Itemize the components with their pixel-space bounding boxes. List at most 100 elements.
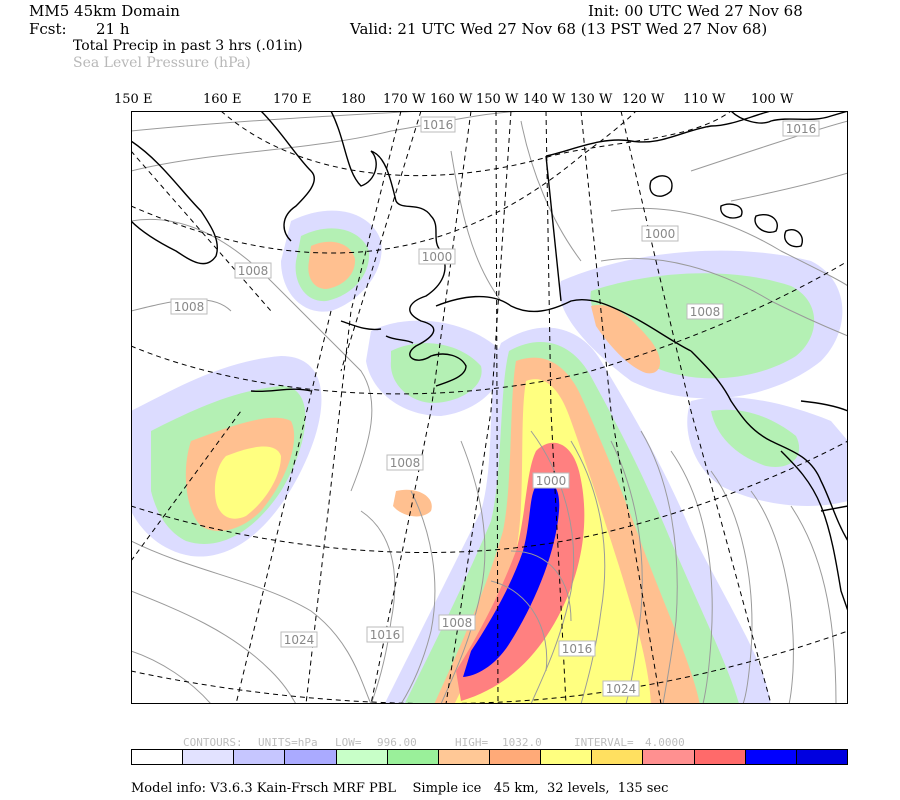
colorbar-swatch — [694, 750, 746, 764]
precip-coast-orange — [591, 305, 661, 374]
contour-high-label: HIGH= — [455, 736, 489, 749]
isobar-label-text: 1016 — [562, 642, 593, 656]
forecast-label: Fcst: — [29, 20, 67, 38]
isobar — [131, 590, 297, 704]
isobar-label-text: 1008 — [390, 456, 421, 470]
coastline-washington — [780, 450, 848, 612]
colorbar-swatch — [643, 750, 695, 764]
colorbar-swatch — [796, 750, 847, 764]
isobar — [570, 440, 606, 704]
graticule-parallel — [131, 440, 848, 553]
coastline-canada-arctic — [545, 111, 772, 157]
border-alaska-canada — [545, 155, 562, 302]
isobar — [131, 650, 212, 704]
coastline-island — [784, 229, 803, 248]
contour-low-value: 996.00 — [377, 736, 417, 749]
lon-label: 160 W — [430, 92, 473, 107]
precip-aleutian-orange — [308, 241, 356, 289]
contour-label: CONTOURS: — [183, 736, 243, 749]
isobar — [360, 510, 396, 704]
isobar-label-text: 1008 — [442, 616, 473, 630]
isobar — [440, 440, 486, 704]
isobar — [530, 430, 575, 704]
colorbar-swatch — [387, 750, 439, 764]
graticule-parallel — [131, 111, 637, 254]
lon-label: 130 W — [570, 92, 613, 107]
precip-band-blue — [463, 482, 560, 677]
isobar-label: 1008 — [386, 454, 424, 471]
isobar — [510, 550, 572, 622]
isobar — [131, 111, 532, 172]
lon-label: 110 W — [683, 92, 726, 107]
colorbar-swatch — [132, 750, 184, 764]
isobar-label-text: 1016 — [786, 122, 817, 136]
graticule-meridian — [340, 111, 422, 372]
graticule-meridian — [235, 310, 332, 704]
field-precip-title: Total Precip in past 3 hrs (.01in) — [73, 38, 303, 54]
lon-label: 170 E — [273, 92, 312, 107]
coastline-aleutian — [385, 335, 414, 344]
isobar-label: 1008 — [170, 298, 208, 315]
graticule — [131, 111, 848, 704]
coastline-island — [754, 214, 778, 233]
contour-low-label: LOW= — [335, 736, 362, 749]
coastline-russia — [260, 111, 315, 242]
forecast-hours: 21 h — [96, 20, 130, 38]
lon-label: 180 — [341, 92, 366, 107]
colorbar-swatch — [336, 750, 388, 764]
lon-label: 150 E — [114, 92, 153, 107]
isobar — [131, 111, 422, 132]
graticule-meridian — [445, 111, 512, 704]
isobar-label: 1024 — [280, 631, 318, 648]
coastline-arctic-islands — [730, 111, 848, 124]
contour-interval-label: INTERVAL= — [574, 736, 634, 749]
forecast-map: 1016 1016 1000 1008 1008 1000 1008 1008 … — [131, 111, 848, 704]
isobar — [400, 490, 436, 704]
lon-label: 160 E — [203, 92, 242, 107]
isobar-label-text: 1000 — [645, 227, 676, 241]
colorbar-swatch — [438, 750, 490, 764]
graticule-meridian — [370, 111, 472, 704]
colorbar-swatch — [489, 750, 542, 764]
isobar-label: 1008 — [234, 262, 272, 279]
coastline-island — [649, 175, 673, 197]
domain-title: MM5 45km Domain — [29, 2, 180, 20]
colorbar-swatch — [745, 750, 797, 764]
isobar-label: 1000 — [641, 225, 679, 242]
coastline-kamchatka — [131, 140, 218, 265]
init-time: Init: 00 UTC Wed 27 Nov 68 — [588, 2, 803, 20]
graticule-parallel — [131, 260, 848, 395]
isobar — [730, 172, 848, 202]
colorbar-swatch — [183, 750, 235, 764]
isobar-label: 1016 — [420, 116, 456, 133]
isobar — [490, 580, 548, 672]
coastline-state-border — [820, 505, 848, 512]
isobar-label: 1016 — [558, 640, 596, 657]
coastlines — [131, 111, 848, 612]
isobar — [610, 207, 848, 287]
isobar-label-text: 1016 — [423, 118, 454, 132]
graticule-meridian — [580, 111, 662, 704]
lon-label: 150 W — [476, 92, 519, 107]
isobar-label: 1000 — [532, 472, 570, 489]
colorbar-swatch — [592, 750, 644, 764]
isobar-labels: 1016 1016 1000 1008 1008 1000 1008 1008 … — [170, 116, 820, 697]
isobar-label: 1008 — [686, 303, 724, 320]
isobar-label-text: 1024 — [606, 682, 637, 696]
lon-label: 100 W — [751, 92, 794, 107]
graticule-parallel — [131, 630, 848, 704]
precip-pacific-west-yellow — [214, 446, 281, 519]
coastline-alaska-south — [435, 295, 692, 352]
isobar-label-text: 1024 — [284, 633, 315, 647]
valid-time: Valid: 21 UTC Wed 27 Nov 68 (13 PST Wed … — [350, 20, 768, 38]
isobar-label: 1024 — [602, 680, 640, 697]
isobar-label-text: 1016 — [370, 628, 401, 642]
isobar — [690, 120, 848, 172]
isobar-label-text: 1000 — [536, 474, 567, 488]
colorbar-swatch — [541, 750, 593, 764]
isobar-label-text: 1008 — [238, 264, 269, 278]
graticule-meridian — [620, 111, 772, 704]
field-slp-title: Sea Level Pressure (hPa) — [73, 55, 251, 71]
isobar — [131, 540, 372, 704]
graticule-meridian — [545, 111, 567, 704]
